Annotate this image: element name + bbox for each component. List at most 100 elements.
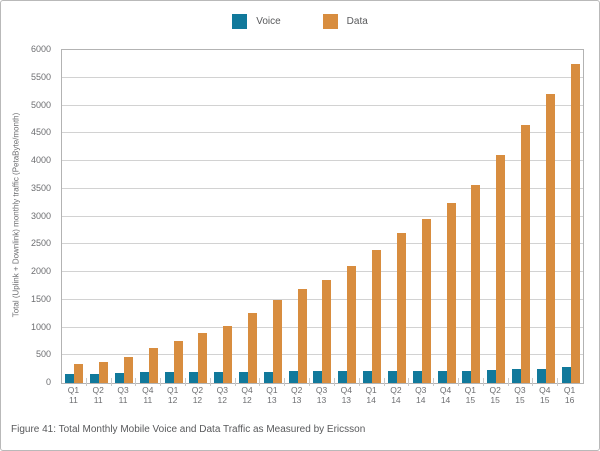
y-tick-label: 4000 [30,155,51,165]
data-bar [322,280,332,383]
voice-bar [387,371,397,383]
data-bar [124,356,133,383]
y-tick-label: 2500 [30,238,51,249]
data-bar [148,348,158,383]
x-tick-label: Q4 14 [439,385,452,405]
gridline [62,132,583,134]
x-tick [333,378,335,386]
data-bar [297,288,307,383]
data-bar [74,363,84,383]
bar-group [509,50,534,383]
data-bar [347,266,357,383]
bar-group [335,50,360,383]
bar-group [62,50,87,383]
x-tick-label: Q2 14 [390,385,402,405]
x-tick [532,378,534,386]
data-bar [223,325,233,383]
bar-group [161,50,186,383]
data-bar [446,202,456,383]
voice-bar [214,371,224,383]
bar-group [360,50,385,383]
chart-legend: Voice Data [1,14,599,29]
data-bar [496,155,506,383]
gridline [62,215,583,217]
x-tick [408,378,410,386]
voice-bar [313,371,323,383]
bar-group [310,50,335,383]
bar-group [112,50,137,383]
bar-group [260,50,285,383]
voice-bar [487,369,497,383]
x-tick [309,378,311,386]
data-bar [372,249,382,383]
y-tick-label: 3500 [30,182,51,193]
x-tick-label: Q3 13 [315,385,328,405]
voice-bar [115,373,124,383]
x-tick-label: Q2 13 [291,385,303,405]
y-tick-label: 5000 [30,99,51,110]
data-bar [545,94,555,383]
x-tick [160,378,162,386]
x-axis-labels: Q1 11 Q2 11 Q3 11 Q4 11 Q1 12 Q2 12 Q3 12 Q4 12… [61,385,582,408]
voice-bar [437,370,447,383]
x-tick-label: Q4 11 [142,385,154,405]
bar-group [459,50,484,383]
data-bar [173,340,183,383]
x-tick [557,378,559,386]
gridline [62,104,583,106]
x-tick [507,378,509,386]
bar-group [186,50,211,383]
voice-bar [90,373,100,383]
data-bar [421,219,431,383]
x-tick-label: Q3 12 [216,385,228,405]
voice-bar [462,370,472,383]
y-tick-label: 5500 [30,71,51,82]
bar-group [434,50,459,383]
x-tick [110,378,112,386]
y-tick-label: 4500 [30,127,51,138]
x-tick-label: Q1 11 [67,385,80,405]
gridline [62,243,583,245]
x-tick-label: Q2 12 [191,385,204,405]
data-bar [99,361,109,383]
data-swatch-icon [322,14,338,29]
legend-item-voice: Voice [232,14,281,29]
x-tick [383,378,385,386]
y-tick-label: 500 [35,349,51,360]
x-tick [234,378,236,386]
y-tick-label: 2000 [30,266,51,276]
bar-group [409,50,434,383]
voice-bar [164,372,174,383]
data-bar [198,333,208,383]
voice-bar [561,367,571,383]
x-tick-label: Q3 14 [415,385,427,405]
voice-bar [511,369,521,383]
legend-label-voice: Voice [256,16,281,27]
x-tick-label: Q2 11 [92,385,104,405]
x-tick-label: Q1 13 [266,385,278,405]
x-tick-label: Q1 14 [365,385,377,405]
y-tick-label: 1500 [30,293,51,304]
x-tick [135,378,137,386]
voice-bar [536,368,546,383]
voice-swatch-icon [232,14,248,29]
y-tick-label: 6000 [30,44,51,54]
bar-group [285,50,310,383]
x-tick [85,378,87,386]
x-tick-label: Q1 12 [166,385,179,405]
x-tick [185,378,187,386]
plot-area [61,49,584,384]
x-tick [358,378,360,386]
data-bar [471,184,481,383]
bar-group [558,50,583,383]
voice-bar [139,372,149,383]
gridline [62,271,583,272]
gridline [62,160,583,161]
y-tick-label: 3000 [30,210,51,221]
y-tick-label: 0 [45,377,51,387]
gridline [62,76,583,78]
voice-bar [65,374,75,383]
voice-bar [363,371,373,383]
x-tick-label: Q1 15 [464,385,477,405]
